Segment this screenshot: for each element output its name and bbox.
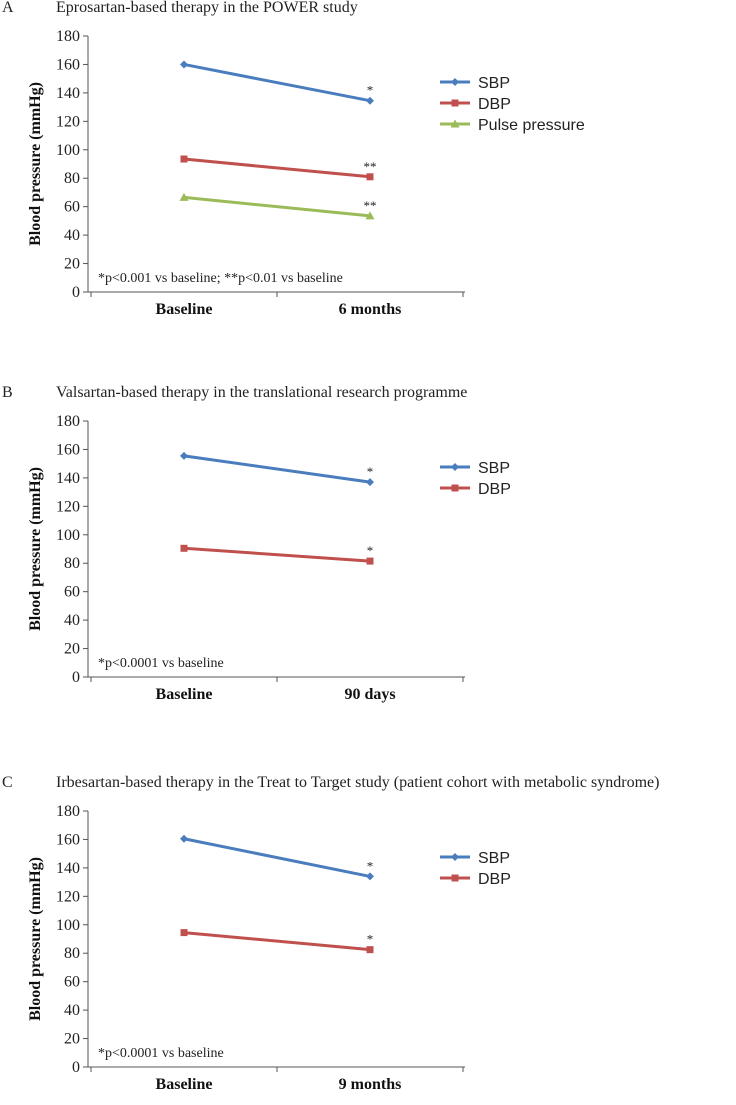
x-tick-label: 90 days — [344, 686, 395, 703]
y-tick-label: 80 — [64, 170, 80, 187]
significance-marker: * — [367, 464, 374, 479]
data-point-sbp — [180, 451, 188, 460]
y-tick-label: 160 — [56, 56, 80, 73]
legend-label-sbp: SBP — [478, 850, 510, 867]
y-tick-label: 180 — [56, 28, 80, 45]
series-line-dbp — [183, 157, 371, 179]
x-tick-label: Baseline — [156, 686, 213, 703]
y-tick-label: 160 — [56, 831, 80, 848]
data-point-dbp — [366, 946, 374, 954]
y-tick-label: 180 — [56, 803, 80, 820]
x-tick-label: Baseline — [156, 1076, 213, 1093]
legend-label-sbp: SBP — [478, 75, 510, 92]
chart-panel-a: A Eprosartan-based therapy in the POWER s… — [2, 0, 585, 318]
y-tick-label: 60 — [64, 974, 80, 991]
y-tick-label: 140 — [56, 470, 80, 487]
legend-label-dbp: DBP — [478, 481, 511, 498]
significance-marker: * — [367, 858, 374, 873]
series-line-sbp — [183, 62, 371, 103]
y-tick-label: 80 — [64, 555, 80, 572]
legend-label-sbp: SBP — [478, 460, 510, 477]
chart-panel-c: C Irbesartan-based therapy in the Treat t… — [2, 774, 659, 1093]
legend-marker-dbp — [451, 874, 459, 882]
significance-note: *p<0.0001 vs baseline — [98, 656, 224, 671]
legend-marker-dbp — [451, 99, 459, 107]
chart-title: Eprosartan-based therapy in the POWER st… — [56, 0, 358, 16]
chart-title: Valsartan-based therapy in the translati… — [56, 384, 467, 401]
panel-letter: A — [2, 0, 14, 16]
y-tick-label: 100 — [56, 142, 80, 159]
legend-marker-sbp — [451, 853, 459, 861]
chart-title: Irbesartan-based therapy in the Treat to… — [56, 774, 659, 791]
data-point-sbp — [366, 872, 374, 881]
legend-marker-dbp — [451, 484, 459, 492]
legend-marker-sbp — [451, 78, 459, 86]
y-tick-label: 20 — [64, 641, 80, 658]
y-tick-label: 60 — [64, 584, 80, 601]
data-point-sbp — [180, 834, 188, 843]
data-point-dbp — [180, 544, 188, 552]
y-tick-label: 120 — [56, 113, 80, 130]
chart-panel-b: B Valsartan-based therapy in the translat… — [2, 384, 511, 703]
data-point-dbp — [180, 155, 188, 163]
significance-note: *p<0.001 vs baseline; **p<0.01 vs baseli… — [98, 271, 343, 286]
panel-letter: C — [2, 774, 13, 791]
significance-marker: * — [367, 543, 374, 558]
y-tick-label: 100 — [56, 527, 80, 544]
y-tick-label: 120 — [56, 498, 80, 515]
data-point-pulse-pressure — [365, 211, 375, 220]
y-tick-label: 160 — [56, 441, 80, 458]
y-tick-label: 20 — [64, 1031, 80, 1048]
y-tick-label: 100 — [56, 917, 80, 934]
data-point-pulse-pressure — [179, 192, 189, 201]
panel-letter: B — [2, 384, 13, 401]
significance-marker: * — [367, 932, 374, 947]
y-axis-label: Blood pressure (mmHg) — [27, 857, 44, 1021]
significance-marker: ** — [364, 198, 377, 213]
legend-marker-pulse-pressure — [450, 119, 460, 128]
y-tick-label: 0 — [72, 1059, 80, 1076]
series-line-dbp — [183, 931, 371, 952]
y-axis-label: Blood pressure (mmHg) — [27, 82, 44, 246]
y-tick-label: 40 — [64, 227, 80, 244]
significance-marker: ** — [364, 159, 377, 174]
y-tick-label: 80 — [64, 945, 80, 962]
legend-label-dbp: DBP — [478, 871, 511, 888]
x-tick-label: Baseline — [156, 301, 213, 318]
legend-label-dbp: DBP — [478, 96, 511, 113]
significance-marker: * — [367, 83, 374, 98]
data-point-dbp — [366, 557, 374, 565]
data-point-sbp — [180, 60, 188, 69]
significance-note: *p<0.0001 vs baseline — [98, 1046, 224, 1061]
y-tick-label: 140 — [56, 860, 80, 877]
y-tick-label: 180 — [56, 413, 80, 430]
legend-marker-sbp — [451, 463, 459, 471]
y-tick-label: 120 — [56, 888, 80, 905]
data-point-sbp — [366, 478, 374, 487]
y-tick-label: 0 — [72, 669, 80, 686]
y-axis-label: Blood pressure (mmHg) — [27, 467, 44, 631]
data-point-dbp — [366, 173, 374, 181]
x-tick-label: 6 months — [339, 301, 402, 318]
y-tick-label: 40 — [64, 612, 80, 629]
legend-label-pulse-pressure: Pulse pressure — [478, 117, 585, 134]
data-point-sbp — [366, 96, 374, 105]
y-tick-label: 60 — [64, 199, 80, 216]
y-tick-label: 20 — [64, 256, 80, 273]
x-tick-label: 9 months — [339, 1076, 402, 1093]
series-line-dbp — [183, 546, 371, 563]
series-line-sbp — [183, 454, 371, 484]
data-point-dbp — [180, 929, 188, 937]
y-tick-label: 140 — [56, 85, 80, 102]
series-line-pulse-pressure — [183, 195, 371, 218]
series-line-sbp — [183, 837, 371, 878]
y-tick-label: 0 — [72, 284, 80, 301]
y-tick-label: 40 — [64, 1002, 80, 1019]
